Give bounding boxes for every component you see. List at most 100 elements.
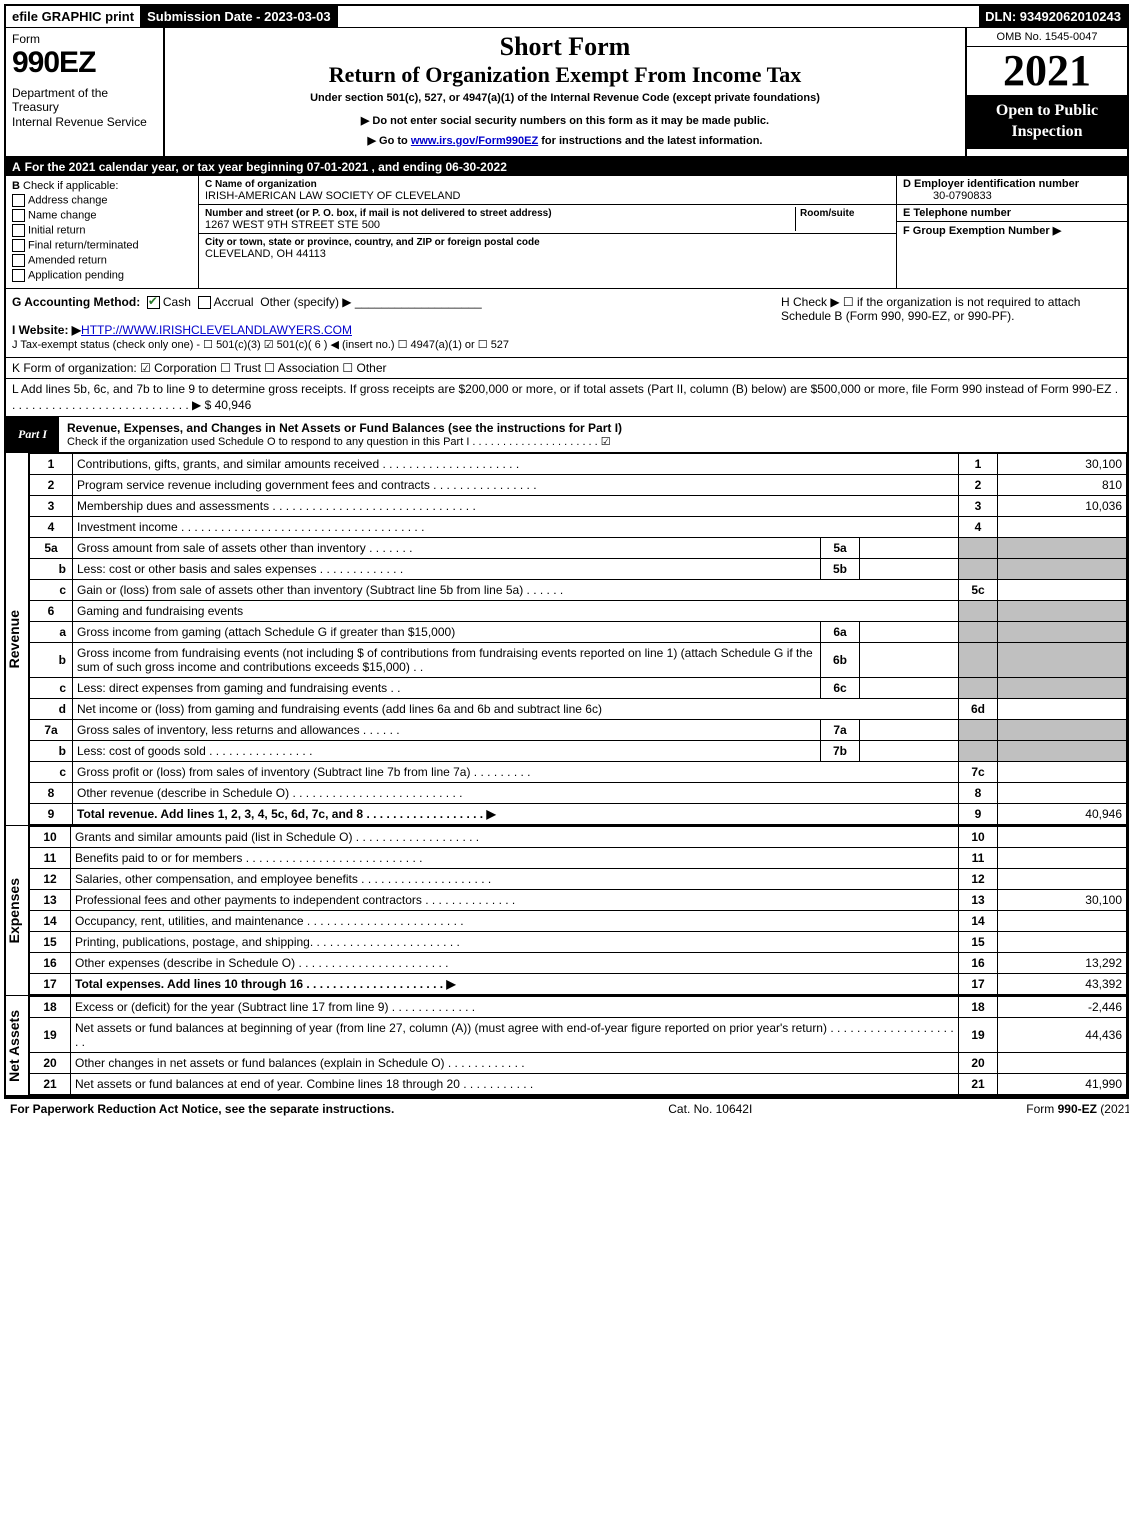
line-15: 15Printing, publications, postage, and s… [30, 932, 1127, 953]
h-schedule-b: H Check ▶ ☐ if the organization is not r… [775, 289, 1127, 357]
l-text: L Add lines 5b, 6c, and 7b to line 9 to … [12, 382, 1118, 412]
gh-row: G Accounting Method: Cash Accrual Other … [6, 289, 1127, 358]
line-6a: aGross income from gaming (attach Schedu… [30, 622, 1127, 643]
line-6b: bGross income from fundraising events (n… [30, 643, 1127, 678]
chk-amended[interactable]: Amended return [12, 254, 192, 267]
expenses-table: 10Grants and similar amounts paid (list … [29, 826, 1127, 995]
header-row: Form 990EZ Department of the Treasury In… [6, 28, 1127, 158]
open-to-public: Open to Public Inspection [967, 95, 1127, 149]
chk-name[interactable]: Name change [12, 209, 192, 222]
expenses-label: Expenses [6, 878, 28, 943]
line-13: 13Professional fees and other payments t… [30, 890, 1127, 911]
b-label: Check if applicable: [23, 180, 118, 192]
dept-label: Department of the Treasury Internal Reve… [12, 86, 157, 129]
e-tel-label: E Telephone number [903, 207, 1011, 219]
line-21: 21Net assets or fund balances at end of … [30, 1074, 1127, 1095]
revenue-table: 1Contributions, gifts, grants, and simil… [29, 453, 1127, 825]
line-19: 19Net assets or fund balances at beginni… [30, 1018, 1127, 1053]
return-title: Return of Organization Exempt From Incom… [173, 62, 957, 88]
section-b: B Check if applicable: Address change Na… [6, 176, 199, 288]
line-5c: cGain or (loss) from sale of assets othe… [30, 580, 1127, 601]
line-16: 16Other expenses (describe in Schedule O… [30, 953, 1127, 974]
chk-cash[interactable] [147, 296, 160, 309]
row-a-text: For the 2021 calendar year, or tax year … [25, 160, 507, 174]
line-6d: dNet income or (loss) from gaming and fu… [30, 699, 1127, 720]
submission-date: Submission Date - 2023-03-03 [141, 6, 338, 27]
line-11: 11Benefits paid to or for members . . . … [30, 848, 1127, 869]
form-word: Form [12, 32, 157, 46]
header-right: OMB No. 1545-0047 2021 Open to Public In… [965, 28, 1127, 156]
g-label: G Accounting Method: [12, 295, 140, 309]
chk-final[interactable]: Final return/terminated [12, 239, 192, 252]
line-5b: bLess: cost or other basis and sales exp… [30, 559, 1127, 580]
line-7c: cGross profit or (loss) from sales of in… [30, 762, 1127, 783]
omb-number: OMB No. 1545-0047 [967, 28, 1127, 47]
netassets-section: Net Assets 18Excess or (deficit) for the… [6, 996, 1127, 1097]
short-form-title: Short Form [173, 32, 957, 62]
line-4: 4Investment income . . . . . . . . . . .… [30, 517, 1127, 538]
chk-accrual[interactable] [198, 296, 211, 309]
line-2: 2Program service revenue including gover… [30, 475, 1127, 496]
part1-header: Part I Revenue, Expenses, and Changes in… [6, 417, 1127, 453]
c-room-label: Room/suite [800, 208, 854, 219]
ein-value: 30-0790833 [903, 190, 992, 202]
header-center: Short Form Return of Organization Exempt… [165, 28, 965, 156]
line-7a: 7aGross sales of inventory, less returns… [30, 720, 1127, 741]
line-10: 10Grants and similar amounts paid (list … [30, 827, 1127, 848]
section-c: C Name of organization IRISH-AMERICAN LA… [199, 176, 897, 288]
org-name: IRISH-AMERICAN LAW SOCIETY OF CLEVELAND [205, 190, 461, 202]
header-left: Form 990EZ Department of the Treasury In… [6, 28, 165, 156]
line-12: 12Salaries, other compensation, and empl… [30, 869, 1127, 890]
irs-link[interactable]: www.irs.gov/Form990EZ [411, 135, 538, 147]
section-def: D Employer identification number 30-0790… [897, 176, 1127, 288]
bullet-goto: ▶ Go to www.irs.gov/Form990EZ for instru… [173, 132, 957, 152]
line-18: 18Excess or (deficit) for the year (Subt… [30, 997, 1127, 1018]
dln-label: DLN: 93492062010243 [979, 6, 1127, 27]
d-ein-label: D Employer identification number [903, 178, 1079, 190]
line-9: 9Total revenue. Add lines 1, 2, 3, 4, 5c… [30, 804, 1127, 825]
header-bullets: ▶ Do not enter social security numbers o… [173, 112, 957, 152]
part1-sub: Check if the organization used Schedule … [67, 435, 1119, 448]
top-bar: efile GRAPHIC print Submission Date - 20… [6, 6, 1127, 28]
i-label: I Website: ▶ [12, 323, 81, 337]
l-amount: 40,946 [215, 398, 252, 412]
website-link[interactable]: HTTP://WWW.IRISHCLEVELANDLAWYERS.COM [81, 323, 352, 337]
line-3: 3Membership dues and assessments . . . .… [30, 496, 1127, 517]
chk-pending[interactable]: Application pending [12, 269, 192, 282]
efile-label: efile GRAPHIC print [6, 6, 141, 27]
accrual-label: Accrual [214, 295, 254, 309]
line-1: 1Contributions, gifts, grants, and simil… [30, 454, 1127, 475]
line-6c: cLess: direct expenses from gaming and f… [30, 678, 1127, 699]
g-accounting: G Accounting Method: Cash Accrual Other … [6, 289, 775, 357]
line-20: 20Other changes in net assets or fund ba… [30, 1053, 1127, 1074]
bullet-ssn: ▶ Do not enter social security numbers o… [173, 112, 957, 132]
form-number: 990EZ [12, 46, 157, 80]
line-14: 14Occupancy, rent, utilities, and mainte… [30, 911, 1127, 932]
j-taxstatus: J Tax-exempt status (check only one) - ☐… [12, 339, 509, 351]
part1-title: Revenue, Expenses, and Changes in Net As… [59, 417, 1127, 452]
revenue-section: Revenue 1Contributions, gifts, grants, a… [6, 453, 1127, 826]
part1-tag: Part I [6, 423, 59, 446]
footer-right: Form 990-EZ (2021) [1026, 1102, 1129, 1116]
under-section: Under section 501(c), 527, or 4947(a)(1)… [173, 92, 957, 104]
info-grid: B Check if applicable: Address change Na… [6, 176, 1127, 289]
chk-initial[interactable]: Initial return [12, 224, 192, 237]
line-17: 17Total expenses. Add lines 10 through 1… [30, 974, 1127, 995]
netassets-table: 18Excess or (deficit) for the year (Subt… [29, 996, 1127, 1095]
line-8: 8Other revenue (describe in Schedule O) … [30, 783, 1127, 804]
line-7b: bLess: cost of goods sold . . . . . . . … [30, 741, 1127, 762]
footer: For Paperwork Reduction Act Notice, see … [4, 1099, 1129, 1119]
cash-label: Cash [163, 295, 191, 309]
netassets-label: Net Assets [6, 1010, 28, 1082]
k-row: K Form of organization: ☑ Corporation ☐ … [6, 358, 1127, 379]
chk-address[interactable]: Address change [12, 194, 192, 207]
c-street-label: Number and street (or P. O. box, if mail… [205, 208, 552, 219]
line-6: 6Gaming and fundraising events [30, 601, 1127, 622]
footer-center: Cat. No. 10642I [394, 1102, 1026, 1116]
f-group-label: F Group Exemption Number ▶ [903, 225, 1061, 237]
l-row: L Add lines 5b, 6c, and 7b to line 9 to … [6, 379, 1127, 417]
form-container: efile GRAPHIC print Submission Date - 20… [4, 4, 1129, 1099]
org-city: CLEVELAND, OH 44113 [205, 248, 326, 260]
c-name-label: C Name of organization [205, 179, 317, 190]
org-street: 1267 WEST 9TH STREET STE 500 [205, 219, 380, 231]
